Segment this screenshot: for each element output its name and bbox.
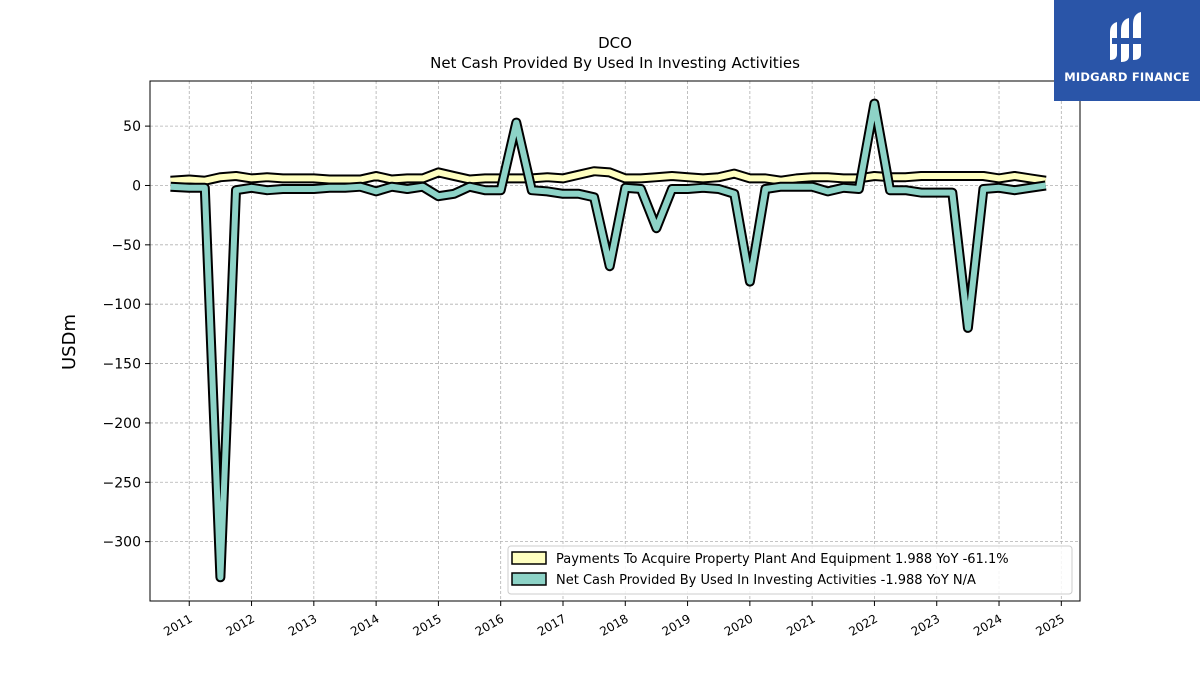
legend-box — [507, 545, 1073, 595]
x-tick-label: 2022 — [846, 611, 879, 638]
x-tick-label: 2011 — [161, 611, 194, 638]
series-line-1 — [170, 100, 1047, 581]
series-line-0 — [170, 168, 1047, 184]
grid — [150, 81, 1080, 601]
x-tick-label: 2017 — [535, 611, 568, 638]
x-tick-label: 2019 — [660, 611, 693, 638]
legend: Payments To Acquire Property Plant And E… — [507, 545, 1073, 595]
y-tick-label: 50 — [123, 119, 141, 135]
x-tick-label: 2015 — [410, 611, 443, 638]
y-tick-label: 0 — [132, 178, 141, 194]
y-tick-label: −250 — [103, 475, 141, 491]
y-tick-label: −300 — [103, 535, 141, 551]
series-lines — [170, 98, 1047, 583]
legend-label-capex: Payments To Acquire Property Plant And E… — [556, 552, 1009, 567]
logo-text: MIDGARD FINANCE — [1064, 70, 1190, 84]
legend-swatch-investing — [511, 572, 547, 586]
x-tick-label: 2025 — [1033, 611, 1066, 638]
y-axis-ticks: 50 0 −50 −100 −150 −200 −250 −300 — [103, 119, 150, 551]
chart-subtitle: Net Cash Provided By Used In Investing A… — [430, 54, 800, 72]
chart-title: DCO — [598, 34, 632, 52]
x-tick-label: 2018 — [597, 611, 630, 638]
x-tick-label: 2016 — [473, 611, 506, 638]
legend-swatch-capex — [511, 551, 547, 565]
y-tick-label: −150 — [103, 357, 141, 373]
x-tick-label: 2014 — [348, 611, 381, 638]
legend-label-investing: Net Cash Provided By Used In Investing A… — [556, 573, 976, 588]
x-tick-label: 2021 — [784, 611, 817, 638]
brand-logo: MIDGARD FINANCE — [1054, 0, 1200, 101]
y-tick-label: −200 — [103, 416, 141, 432]
y-axis-label: USDm — [59, 314, 80, 370]
x-tick-label: 2012 — [224, 611, 257, 638]
x-tick-label: 2020 — [722, 611, 755, 638]
plot-frame — [149, 80, 1081, 602]
logo-mark-icon — [1110, 12, 1142, 62]
x-tick-label: 2024 — [971, 611, 1004, 638]
x-tick-label: 2023 — [909, 611, 942, 638]
x-axis-ticks: 2011 2012 2013 2014 2015 2016 2017 2018 2019 2020… — [161, 601, 1067, 639]
y-tick-label: −100 — [103, 297, 141, 313]
x-tick-label: 2013 — [286, 611, 319, 638]
y-tick-label: −50 — [111, 238, 141, 254]
